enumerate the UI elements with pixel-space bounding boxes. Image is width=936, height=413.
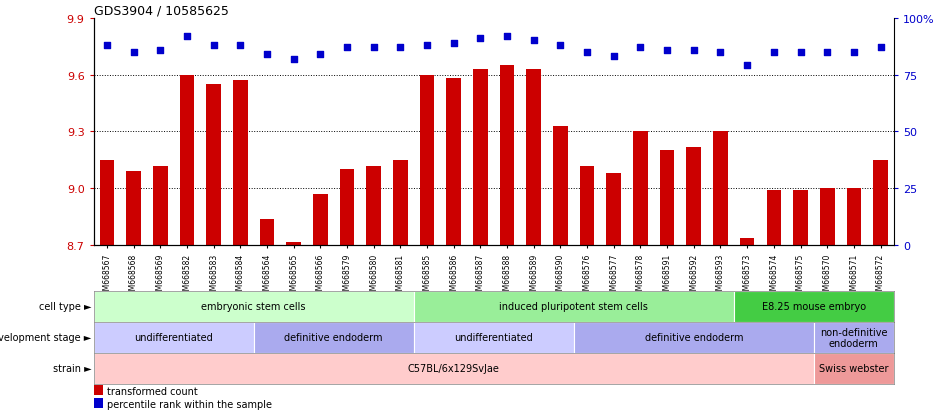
Bar [713,132,728,246]
Point [233,43,248,49]
Point [767,49,782,56]
Point [820,49,835,56]
Text: C57BL/6x129SvJae: C57BL/6x129SvJae [408,363,500,374]
Point [473,36,488,42]
Point [739,63,754,69]
Bar [734,291,894,322]
Text: cell type ►: cell type ► [39,301,92,312]
Point [419,43,434,49]
Point [607,54,622,60]
Point [579,49,594,56]
Point [206,43,221,49]
Point [259,52,274,58]
Text: undifferentiated: undifferentiated [134,332,213,343]
Bar [814,322,894,353]
Bar [340,170,355,246]
Text: E8.25 mouse embryo: E8.25 mouse embryo [762,301,866,312]
Text: induced pluripotent stem cells: induced pluripotent stem cells [499,301,649,312]
Bar [574,322,813,353]
Bar [126,172,141,246]
Bar [873,161,888,246]
Bar [686,147,701,246]
Bar [99,161,114,246]
Text: undifferentiated: undifferentiated [454,332,534,343]
Bar [500,66,515,246]
Point [180,33,195,40]
Bar [94,398,103,408]
Bar [254,322,414,353]
Point [873,45,888,51]
Point [393,45,408,51]
Text: non-definitive
endoderm: non-definitive endoderm [820,327,887,349]
Bar [526,70,541,246]
Point [153,47,168,54]
Point [99,43,114,49]
Point [686,47,701,54]
Bar [419,75,434,246]
Point [313,52,328,58]
Bar [313,195,328,246]
Text: definitive endoderm: definitive endoderm [645,332,743,343]
Point [286,56,301,63]
Text: strain ►: strain ► [53,363,92,374]
Bar [286,242,301,246]
Point [633,45,648,51]
Bar [366,166,381,246]
Point [446,40,461,47]
Bar [579,166,594,246]
Bar [660,151,675,246]
Bar [814,353,894,384]
Text: development stage ►: development stage ► [0,332,92,343]
Bar [739,238,754,246]
Bar [846,189,861,246]
Text: GDS3904 / 10585625: GDS3904 / 10585625 [94,5,228,17]
Point [846,49,861,56]
Point [526,38,541,45]
Bar [633,132,648,246]
Point [553,43,568,49]
Point [713,49,728,56]
Text: transformed count: transformed count [108,386,197,396]
Point [660,47,675,54]
Bar [259,219,274,246]
Bar [414,291,734,322]
Bar [94,291,414,322]
Bar [180,75,195,246]
Bar [767,191,782,246]
Bar [793,191,808,246]
Bar [393,161,408,246]
Point [126,49,141,56]
Text: embryonic stem cells: embryonic stem cells [201,301,306,312]
Bar [607,174,622,246]
Text: definitive endoderm: definitive endoderm [285,332,383,343]
Point [366,45,381,51]
Bar [153,166,168,246]
Bar [233,81,248,246]
Text: Swiss webster: Swiss webster [819,363,888,374]
Point [793,49,808,56]
Point [340,45,355,51]
Bar [553,126,568,246]
Bar [94,385,103,395]
Text: percentile rank within the sample: percentile rank within the sample [108,399,272,409]
Bar [94,322,254,353]
Point [500,33,515,40]
Bar [446,79,461,246]
Bar [414,322,574,353]
Bar [473,70,488,246]
Bar [820,189,835,246]
Bar [206,85,221,246]
